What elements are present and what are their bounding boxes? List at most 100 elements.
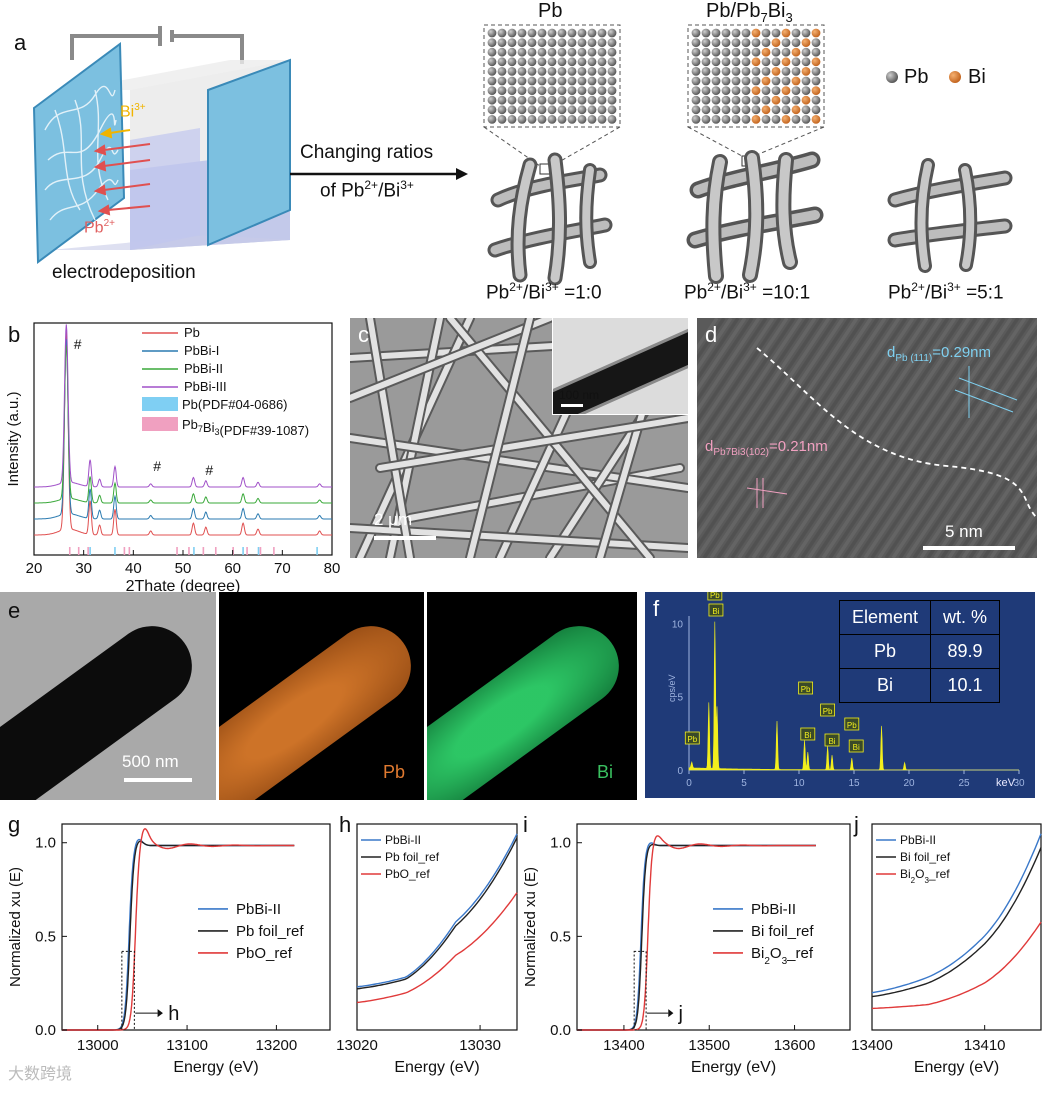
xrd-ref-bar <box>114 547 116 555</box>
panel-label-h: h <box>339 812 351 837</box>
xrd-legend-label: Pb7Bi3(PDF#39-1087) <box>182 417 309 438</box>
arrow-label-line1: Changing ratios <box>300 142 434 163</box>
sem-scale-bar <box>374 536 436 540</box>
circuit-wire <box>70 34 244 64</box>
bi-ion-label: Bi3+ <box>120 102 146 121</box>
hrtem-scale-bar <box>923 546 1015 550</box>
zoom-plot-frame <box>356 823 518 1031</box>
zoom-legend-label: PbO_ref <box>385 867 430 881</box>
xanes-y-tick-label: 1.0 <box>550 835 571 852</box>
xanes-y-axis-label: Normalized xu (E) <box>7 867 24 987</box>
xanes-legend-label: PbO_ref <box>236 945 293 962</box>
xanes-pb-chart: g 13000 13100 13200 0.0 0.5 1.0 Energy (eV) Norm… <box>7 812 331 1076</box>
panel-label-a: a <box>14 30 27 55</box>
eds-x-tick-label: 5 <box>741 778 747 789</box>
sem-inset-scale-label: 100 nm <box>559 388 600 402</box>
xrd-series-Pb <box>34 331 332 536</box>
xrd-legend-label: PbBi-II <box>184 361 223 376</box>
xrd-ref-bar <box>128 547 131 555</box>
xanes-bi-zoom-chart: j 13400 13410 Energy (eV) PbBi-II Bi foil_ref… <box>851 812 1042 1076</box>
xanes-zoom-label: h <box>168 1003 179 1025</box>
eds-y-axis-label: cps/eV <box>667 674 677 702</box>
arrow-label-line2: of Pb2+/Bi3+ <box>320 178 414 202</box>
xrd-x-tick-label: 20 <box>26 560 43 577</box>
xrd-ref-bar <box>259 547 262 555</box>
xanes-plot-frame <box>576 823 851 1031</box>
xrd-plot-frame <box>33 322 333 556</box>
eds-peak-tag: Pb <box>823 707 833 716</box>
xrd-y-axis-label: Intensity (a.u.) <box>5 391 22 486</box>
panel-label-f: f <box>653 596 660 621</box>
eds-peak-tag-box <box>800 727 816 741</box>
xanes-pb-zoom-chart: h 13020 13030 Energy (eV) PbBi-II Pb foil_ref… <box>336 812 518 1076</box>
table-row: Bi 10.1 <box>838 668 1001 703</box>
xrd-x-axis-label: 2Thate (degree) <box>126 578 241 595</box>
xanes-x-tick-label: 13500 <box>688 1037 730 1054</box>
xanes-legend-label: Bi2O3_ref <box>751 945 814 967</box>
eds-peak-tag: Bi <box>712 607 719 616</box>
xrd-legend-label: PbBi-III <box>184 379 227 394</box>
ratio-label-2: Pb2+/Bi3+ =10:1 <box>684 280 811 304</box>
zoom-series-PbBi-II <box>871 833 1042 994</box>
sem-image: 100 nm c 2 μm <box>350 318 688 558</box>
eds-peak-tag: Bi <box>804 731 811 740</box>
xanes-zoom-label: j <box>678 1003 683 1025</box>
xanes-plot-frame <box>61 823 331 1031</box>
xanes-y-tick-label: 0.0 <box>35 1022 56 1039</box>
eds-peak-tag-box <box>848 739 864 753</box>
hrtem-image: d dPb (111)=0.29nm dPb7Bi3(102)=0.21nm 5… <box>697 318 1037 558</box>
eds-peak-tag: Pb <box>687 735 697 744</box>
eds-peak-tag-box <box>798 681 814 695</box>
zoom-series-Bi2O3_ref <box>871 921 1042 1010</box>
eds-peak-tag: Bi <box>828 737 835 746</box>
legend-bi-atom-icon <box>949 71 961 83</box>
xrd-ref-bar <box>202 547 205 555</box>
eds-peak-tag-box <box>824 733 840 747</box>
xrd-legend-label: PbBi-I <box>184 343 219 358</box>
xanes-y-axis-label: Normalized xu (E) <box>522 867 539 987</box>
zoom-legend-label: PbBi-II <box>900 833 936 847</box>
eds-peak-tag: Bi <box>853 743 860 752</box>
zoom-x-axis-label: Energy (eV) <box>394 1059 479 1076</box>
xanes-y-tick-label: 0.0 <box>550 1022 571 1039</box>
xrd-x-tick-label: 60 <box>224 560 241 577</box>
xanes-zoom-arrow-head <box>668 1009 674 1018</box>
xrd-x-tick-label: 70 <box>274 560 291 577</box>
zoom-legend-label: Pb foil_ref <box>385 850 440 864</box>
table-row: Pb 89.9 <box>838 634 1001 669</box>
xrd-ref-bar <box>68 547 71 555</box>
eds-x-tick-label: 25 <box>958 778 970 789</box>
xrd-ref-bar <box>242 547 244 555</box>
xrd-ref-bar <box>257 547 260 555</box>
eds-peak-tag: Pb <box>801 685 811 694</box>
xrd-ref-bar <box>193 547 195 555</box>
xanes-zoom-box <box>633 950 647 1031</box>
zoom-series-PbBi-II <box>356 833 518 988</box>
xrd-legend-swatch <box>142 397 178 411</box>
panel-label-d: d <box>705 322 718 347</box>
inset-pb-title: Pb <box>538 0 563 22</box>
anode-plate <box>207 58 291 247</box>
xrd-ref-bar <box>87 547 89 555</box>
tem-image: e 500 nm <box>0 592 216 800</box>
eds-x-tick-label: 0 <box>686 778 692 789</box>
xanes-bi-chart: i 13400 13500 13600 0.0 0.5 1.0 Energy (eV) Norm… <box>522 812 851 1076</box>
eds-y-tick-label: 10 <box>672 619 684 630</box>
eds-peak-tag: Pb <box>710 592 720 600</box>
eds-x-tick-label: 15 <box>848 778 860 789</box>
eds-peak-tag-box <box>684 731 700 745</box>
d-spacing-pb-label: dPb (111)=0.29nm <box>887 344 992 364</box>
xanes-legend-label: PbBi-II <box>236 901 281 918</box>
xanes-x-tick-label: 13000 <box>77 1037 119 1054</box>
zoom-x-tick-label: 13020 <box>336 1037 378 1054</box>
zoom-legend-label: Bi foil_ref <box>900 850 951 864</box>
xrd-ref-bar <box>246 547 248 555</box>
table-header-element: Element <box>838 600 932 635</box>
ratio-label-1: Pb2+/Bi3+ =1:0 <box>486 280 602 304</box>
nanowire-bundle-1 <box>487 152 613 286</box>
table-header-wt: wt. % <box>930 600 1001 635</box>
xanes-y-tick-label: 0.5 <box>35 928 56 945</box>
xrd-annotation: # <box>74 336 82 352</box>
eds-peak-tag-box <box>708 603 724 617</box>
xanes-x-tick-label: 13400 <box>603 1037 645 1054</box>
